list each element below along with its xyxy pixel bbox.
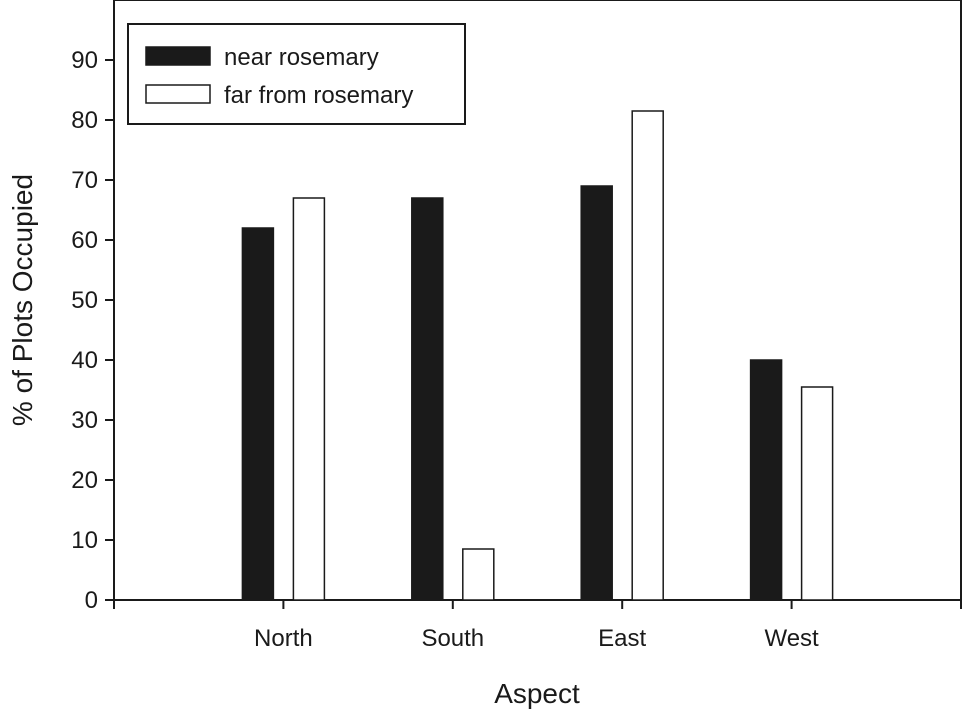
y-axis: 0 10 20 30 40 50 60 70 80 90: [71, 47, 114, 614]
y-tick-label: 10: [71, 527, 98, 554]
bar-far-north: [293, 198, 324, 600]
x-tick-label: North: [254, 625, 313, 652]
legend-box: [128, 24, 465, 124]
x-tick-label: West: [764, 625, 819, 652]
y-tick-label: 80: [71, 107, 98, 134]
legend-label-far-from-rosemary: far from rosemary: [224, 82, 413, 109]
bar-near-south: [412, 198, 443, 600]
bar-far-south: [463, 549, 494, 600]
bar-far-west: [802, 387, 833, 600]
legend-label-near-rosemary: near rosemary: [224, 44, 379, 71]
x-tick-label: South: [421, 625, 484, 652]
y-tick-label: 70: [71, 167, 98, 194]
y-tick-label: 40: [71, 347, 98, 374]
bar-near-east: [581, 186, 612, 600]
bar-far-east: [632, 111, 663, 600]
y-tick-label: 30: [71, 407, 98, 434]
bar-near-north: [242, 228, 273, 600]
x-axis-title: Aspect: [494, 678, 580, 709]
y-axis-title: % of Plots Occupied: [7, 174, 38, 426]
y-tick-label: 20: [71, 467, 98, 494]
legend: near rosemary far from rosemary: [128, 24, 465, 124]
bar-near-west: [751, 360, 782, 600]
y-tick-label: 90: [71, 47, 98, 74]
y-tick-label: 60: [71, 227, 98, 254]
bars: [242, 111, 832, 600]
legend-swatch-near-rosemary: [146, 47, 210, 65]
legend-swatch-far-from-rosemary: [146, 85, 210, 103]
x-tick-label: East: [598, 625, 646, 652]
x-axis: North South East West: [114, 600, 961, 652]
y-tick-label: 50: [71, 287, 98, 314]
y-tick-label: 0: [85, 587, 98, 614]
